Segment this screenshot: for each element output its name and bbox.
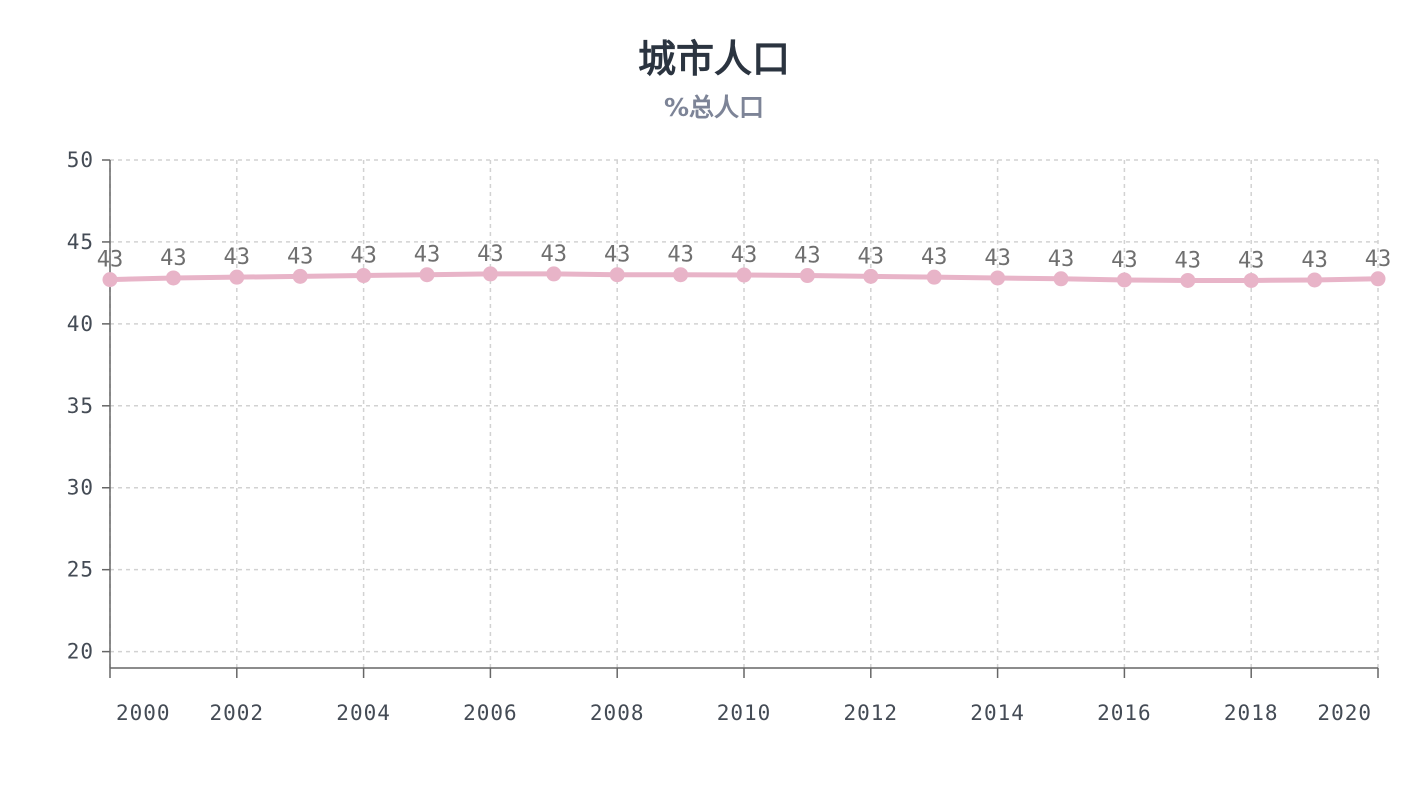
chart-subtitle: %总人口 <box>663 93 765 122</box>
tick-labels: 20 25 30 35 40 45 50 2000 2002 2004 2006 2008 2010 20… <box>67 148 1372 725</box>
data-point[interactable] <box>736 267 752 283</box>
x-tick-label: 2020 <box>1317 701 1372 725</box>
data-label: 43 <box>858 244 885 269</box>
y-tick-label: 25 <box>67 558 94 582</box>
y-tick-label: 50 <box>67 148 94 172</box>
data-point[interactable] <box>292 268 308 284</box>
y-tick-label: 45 <box>67 230 94 254</box>
data-label: 43 <box>160 246 187 271</box>
data-label: 43 <box>1301 248 1328 273</box>
data-point[interactable] <box>926 269 942 285</box>
series-group: 43 43 43 43 43 43 43 43 43 43 43 43 43 43 43 43 43 43 43 43… <box>97 242 1392 288</box>
axes <box>102 159 1379 678</box>
data-label: 43 <box>541 242 568 267</box>
data-point[interactable] <box>229 269 245 285</box>
data-point[interactable] <box>799 268 815 284</box>
x-tick-label: 2006 <box>463 701 518 725</box>
data-label: 43 <box>97 248 124 273</box>
data-label: 43 <box>350 244 377 269</box>
y-tick-label: 30 <box>67 476 94 500</box>
data-point[interactable] <box>356 268 372 284</box>
x-tick-label: 2014 <box>970 701 1025 725</box>
x-tick-label: 2004 <box>336 701 391 725</box>
data-label: 43 <box>224 245 251 270</box>
data-label: 43 <box>1111 248 1138 273</box>
data-label: 43 <box>1365 247 1392 272</box>
y-tick-label: 40 <box>67 312 94 336</box>
data-point[interactable] <box>863 268 879 284</box>
data-point[interactable] <box>102 272 118 288</box>
data-point[interactable] <box>419 267 435 283</box>
data-point[interactable] <box>1116 272 1132 288</box>
data-point[interactable] <box>1053 271 1069 287</box>
data-label: 43 <box>794 244 821 269</box>
x-tick-label: 2008 <box>590 701 645 725</box>
data-label: 43 <box>1048 247 1075 272</box>
grid-lines <box>109 159 1379 668</box>
x-tick-label: 2010 <box>717 701 772 725</box>
data-label: 43 <box>414 243 441 268</box>
x-tick-label: 2012 <box>844 701 899 725</box>
data-point[interactable] <box>609 267 625 283</box>
data-point[interactable] <box>990 270 1006 286</box>
data-label: 43 <box>921 245 948 270</box>
data-label: 43 <box>477 242 504 267</box>
data-label: 43 <box>604 243 631 268</box>
data-label: 43 <box>984 246 1011 271</box>
data-label: 43 <box>1238 248 1265 273</box>
data-point[interactable] <box>673 267 689 283</box>
data-point[interactable] <box>1370 271 1386 287</box>
data-label: 43 <box>1175 248 1202 273</box>
y-tick-label: 35 <box>67 394 94 418</box>
y-tick-label: 20 <box>67 640 94 664</box>
x-tick-label: 2016 <box>1097 701 1152 725</box>
data-point[interactable] <box>1307 272 1323 288</box>
x-tick-label: 2000 <box>116 701 171 725</box>
x-tick-label: 2002 <box>210 701 265 725</box>
data-point[interactable] <box>1243 272 1259 288</box>
data-point[interactable] <box>482 266 498 282</box>
chart-title: 城市人口 <box>637 37 790 81</box>
data-label: 43 <box>287 244 314 269</box>
data-point[interactable] <box>165 270 181 286</box>
data-label: 43 <box>667 243 694 268</box>
data-label: 43 <box>731 243 758 268</box>
x-tick-label: 2018 <box>1224 701 1279 725</box>
data-point[interactable] <box>1180 272 1196 288</box>
data-point[interactable] <box>546 266 562 282</box>
